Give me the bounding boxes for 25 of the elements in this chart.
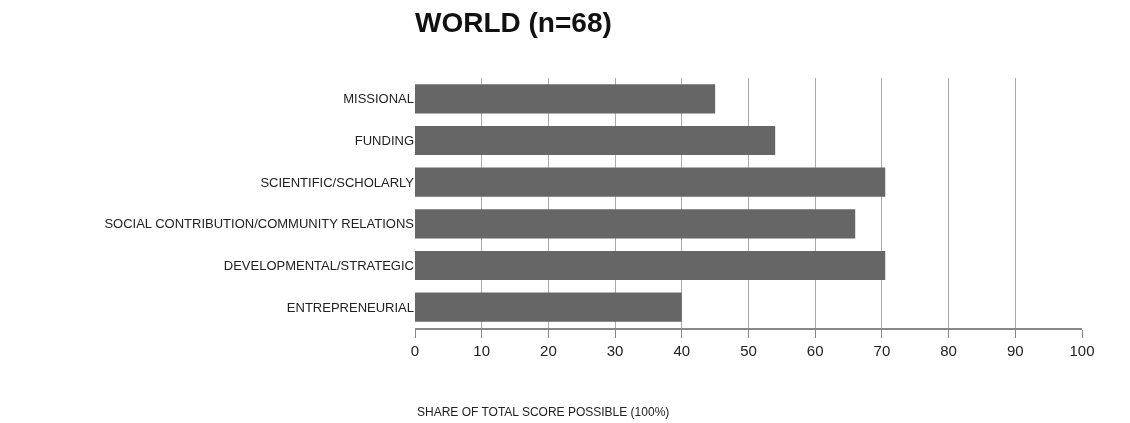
bar [415,84,716,114]
chart-title: WORLD (n=68) [415,7,612,39]
x-tick-label: 60 [806,342,824,359]
y-tick-label: MISSIONAL [343,91,414,107]
y-tick-label: SOCIAL CONTRIBUTION/COMMUNITY RELATIONS [104,216,415,232]
y-tick-label: ENTREPRENEURIAL [286,299,414,315]
x-tick-label: 100 [1069,342,1095,359]
bar [415,209,856,239]
x-tick-label: 70 [873,342,891,359]
x-tick-label: 10 [473,342,491,359]
y-tick-label: FUNDING [354,133,414,149]
y-tick-label: SCIENTIFIC/SCHOLARLY [260,174,415,190]
bar [415,125,776,156]
x-tick-label: 0 [410,342,420,359]
x-tick-label: 20 [540,342,557,359]
bar [415,292,682,322]
x-tick-label: 90 [1006,342,1024,359]
bar [415,250,886,281]
bar [415,167,886,197]
x-tick-label: 30 [606,342,624,359]
y-tick-label: DEVELOPMENTAL/STRATEGIC [223,258,414,274]
x-tick-label: 80 [940,342,957,359]
x-axis-title: SHARE OF TOTAL SCORE POSSIBLE (100%) [417,405,670,419]
x-tick-label: 50 [740,342,757,359]
x-tick-label: 40 [673,342,691,359]
